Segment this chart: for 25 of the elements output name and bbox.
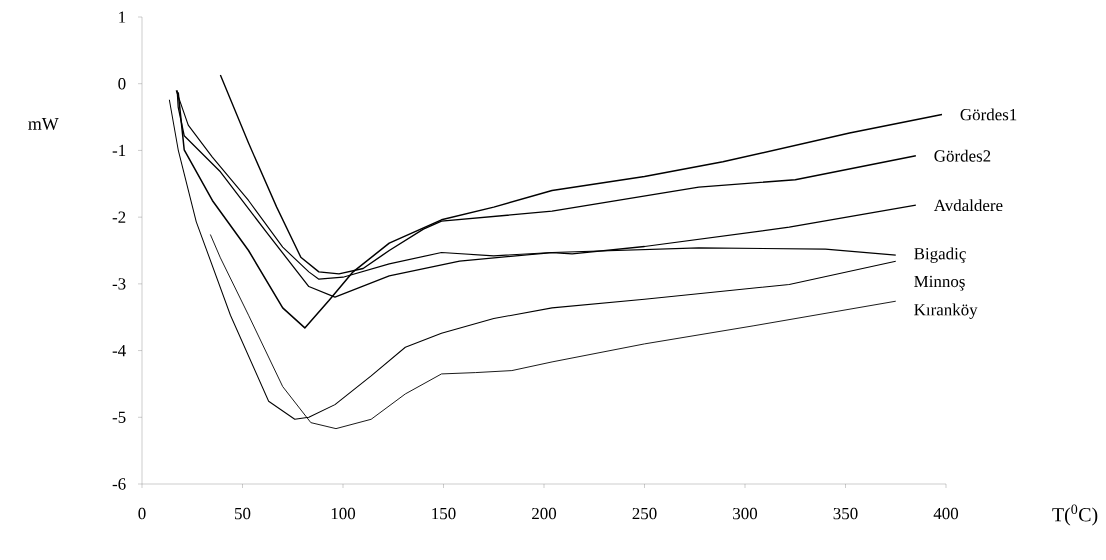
y-tick-label: -5 [112,411,126,423]
y-tick-label: 0 [118,78,126,90]
series-label: Gördes2 [934,149,991,162]
x-tick-label: 300 [733,507,758,520]
y-tick-label: 1 [119,11,126,23]
x-tick-label: 100 [331,507,356,520]
series-label: Bigadiç [914,247,966,263]
series-label: Kıranköy [914,303,978,319]
series-label: Avdaldere [933,199,1003,212]
x-tick-label: 0 [138,507,146,520]
y-tick-label: -1 [112,144,126,157]
series-label: Minnoş [914,275,965,291]
y-tick-label: -2 [112,211,126,223]
series-label: Gördes1 [960,108,1017,121]
x-axis-title: T($^{0}$C) [1052,504,1098,526]
y-tick-label: -4 [112,345,126,357]
x-tick-label: 250 [632,507,657,520]
y-axis-title: mW [28,117,59,130]
x-tick-label: 50 [235,507,251,520]
x-tick-label: 400 [933,507,959,520]
x-tick-label: 200 [532,507,557,520]
y-tick-label: -6 [112,478,126,490]
x-tick-label: 150 [432,507,456,520]
x-tick-label: 350 [833,507,858,520]
y-tick-label: -3 [112,278,126,290]
